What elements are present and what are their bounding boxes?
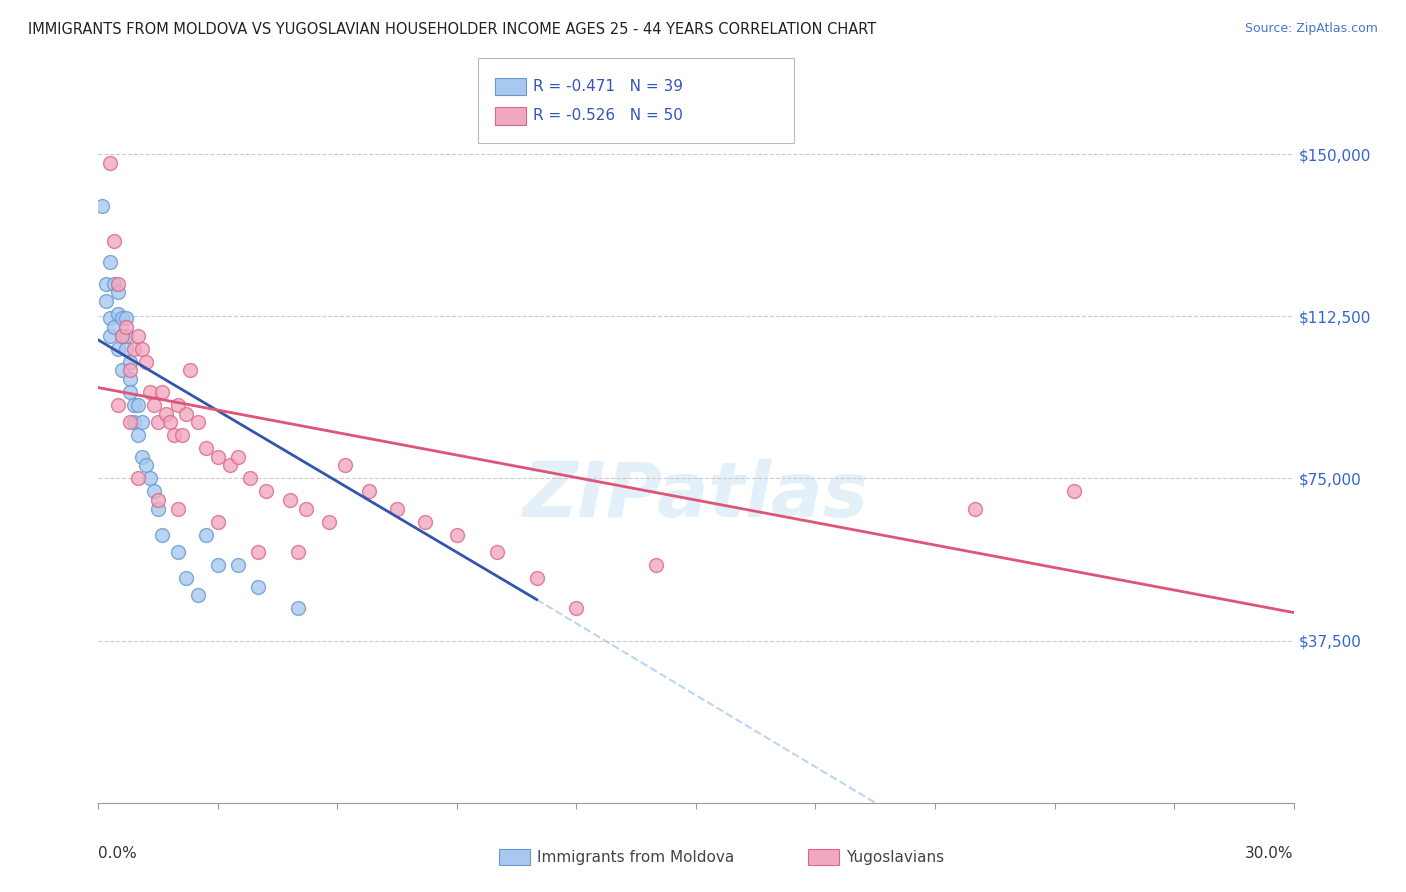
Point [172,428,194,442]
Point [96,294,118,309]
Point [139,471,162,485]
Point [565,601,588,615]
Point [167,545,190,559]
Text: IMMIGRANTS FROM MOLDOVA VS YUGOSLAVIAN HOUSEHOLDER INCOME AGES 25 - 44 YEARS COR: IMMIGRANTS FROM MOLDOVA VS YUGOSLAVIAN H… [28,22,876,37]
Point [107,285,129,300]
Point [124,342,146,356]
Point [120,384,142,399]
Point [239,471,262,485]
Point [107,398,129,412]
Point [159,415,181,429]
Point [120,372,142,386]
Text: Source: ZipAtlas.com: Source: ZipAtlas.com [1244,22,1378,36]
Point [187,588,209,602]
Point [103,234,125,248]
Point [195,527,218,541]
Point [207,515,229,529]
Point [96,277,118,291]
Point [115,320,138,334]
Text: 30.0%: 30.0% [1246,846,1294,861]
Point [127,428,149,442]
Point [187,415,209,429]
Text: Yugoslavians: Yugoslavians [846,850,945,864]
Point [100,255,122,269]
Point [131,415,153,429]
Text: Immigrants from Moldova: Immigrants from Moldova [537,850,734,864]
Point [124,398,146,412]
Point [103,320,125,334]
Point [278,493,301,508]
Point [107,307,129,321]
Point [963,501,986,516]
Point [163,428,186,442]
Text: ZIPatlas: ZIPatlas [523,459,869,533]
Point [179,363,201,377]
Point [207,558,229,572]
Point [100,311,122,326]
Point [219,458,242,473]
Point [91,199,114,213]
Point [150,384,173,399]
Point [155,407,177,421]
Point [335,458,357,473]
Point [359,484,381,499]
Point [143,484,166,499]
Point [385,501,409,516]
Point [167,501,190,516]
Point [254,484,277,499]
Point [446,527,468,541]
Point [148,493,170,508]
Point [287,545,309,559]
Point [246,545,269,559]
Text: R = -0.471   N = 39: R = -0.471 N = 39 [533,79,683,94]
Point [115,328,138,343]
Point [107,342,129,356]
Point [226,450,249,464]
Point [111,363,134,377]
Point [246,580,269,594]
Point [107,277,129,291]
Point [139,384,162,399]
Point [485,545,508,559]
Point [131,342,153,356]
Point [120,354,142,368]
Point [120,415,142,429]
Point [148,501,170,516]
Point [111,328,134,343]
Point [127,398,149,412]
Point [148,415,170,429]
Point [143,398,166,412]
Point [294,501,316,516]
Point [111,311,134,326]
Point [135,458,157,473]
Point [115,342,138,356]
Point [645,558,668,572]
Point [115,311,138,326]
Point [120,363,142,377]
Point [195,441,218,455]
Text: R = -0.526   N = 50: R = -0.526 N = 50 [533,109,683,123]
Point [413,515,436,529]
Point [318,515,340,529]
Point [127,471,149,485]
Point [127,328,149,343]
Point [174,571,197,585]
Point [526,571,548,585]
Text: 0.0%: 0.0% [98,846,138,861]
Point [131,450,153,464]
Point [100,155,122,169]
Point [124,415,146,429]
Point [174,407,197,421]
Point [100,328,122,343]
Point [167,398,190,412]
Point [1063,484,1085,499]
Point [135,354,157,368]
Point [111,328,134,343]
Point [226,558,249,572]
Point [150,527,173,541]
Point [287,601,309,615]
Point [207,450,229,464]
Point [103,277,125,291]
